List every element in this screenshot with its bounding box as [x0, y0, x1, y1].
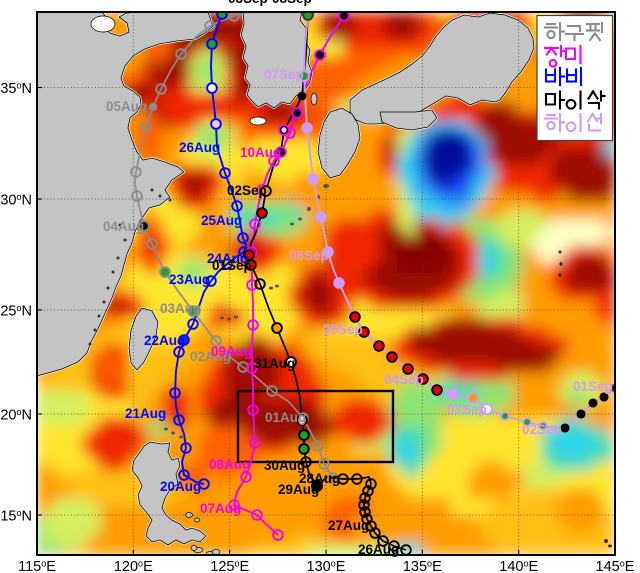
svg-text:03Aug: 03Aug — [160, 301, 201, 316]
svg-text:26Aug: 26Aug — [179, 140, 220, 155]
svg-text:25Aug: 25Aug — [201, 213, 242, 228]
svg-text:30Aug: 30Aug — [264, 458, 305, 473]
svg-text:10Aug: 10Aug — [240, 145, 281, 160]
svg-text:29Aug: 29Aug — [278, 482, 319, 497]
svg-text:04Sep: 04Sep — [384, 372, 424, 387]
svg-text:28Aug: 28Aug — [299, 471, 340, 486]
svg-text:140oE: 140oE — [499, 559, 538, 573]
svg-text:05Sep: 05Sep — [323, 322, 363, 337]
svg-text:02Sep: 02Sep — [227, 183, 267, 198]
svg-text:20Aug: 20Aug — [160, 479, 201, 494]
svg-text:04Aug: 04Aug — [103, 219, 144, 234]
svg-text:02Sep: 02Sep — [522, 422, 562, 437]
svg-text:35oN: 35oN — [0, 81, 32, 98]
svg-text:09Aug: 09Aug — [211, 344, 252, 359]
svg-text:26Aug: 26Aug — [358, 542, 399, 557]
svg-text:07Aug: 07Aug — [200, 501, 241, 516]
svg-text:08Sep: 08Sep — [272, 0, 312, 6]
svg-text:15oN: 15oN — [0, 508, 32, 525]
svg-text:20oN: 20oN — [0, 407, 32, 424]
svg-text:31Aug: 31Aug — [254, 356, 295, 371]
svg-text:21Aug: 21Aug — [125, 406, 166, 421]
svg-text:145oE: 145oE — [596, 559, 635, 573]
svg-text:125oE: 125oE — [210, 559, 249, 573]
svg-text:130oE: 130oE — [307, 559, 346, 573]
svg-text:115oE: 115oE — [18, 559, 56, 573]
svg-text:08Aug: 08Aug — [209, 457, 250, 472]
svg-text:30oN: 30oN — [0, 192, 32, 209]
svg-text:07Sep: 07Sep — [264, 67, 304, 82]
svg-text:02Aug: 02Aug — [190, 349, 231, 364]
svg-text:01Sep: 01Sep — [212, 258, 252, 273]
svg-text:25oN: 25oN — [0, 303, 32, 320]
svg-text:120oE: 120oE — [114, 559, 153, 573]
svg-text:22Aug: 22Aug — [144, 333, 185, 348]
svg-text:06Sep: 06Sep — [289, 248, 329, 263]
svg-text:03Sep: 03Sep — [228, 0, 268, 6]
svg-text:01Aug: 01Aug — [265, 410, 306, 425]
svg-text:23Aug: 23Aug — [169, 272, 210, 287]
svg-text:135oE: 135oE — [403, 559, 442, 573]
svg-text:01Sep: 01Sep — [573, 379, 613, 394]
svg-text:24Aug: 24Aug — [207, 251, 248, 266]
svg-text:27Aug: 27Aug — [328, 518, 369, 533]
svg-text:05Aug: 05Aug — [106, 99, 147, 114]
svg-text:03Sep: 03Sep — [447, 402, 487, 417]
